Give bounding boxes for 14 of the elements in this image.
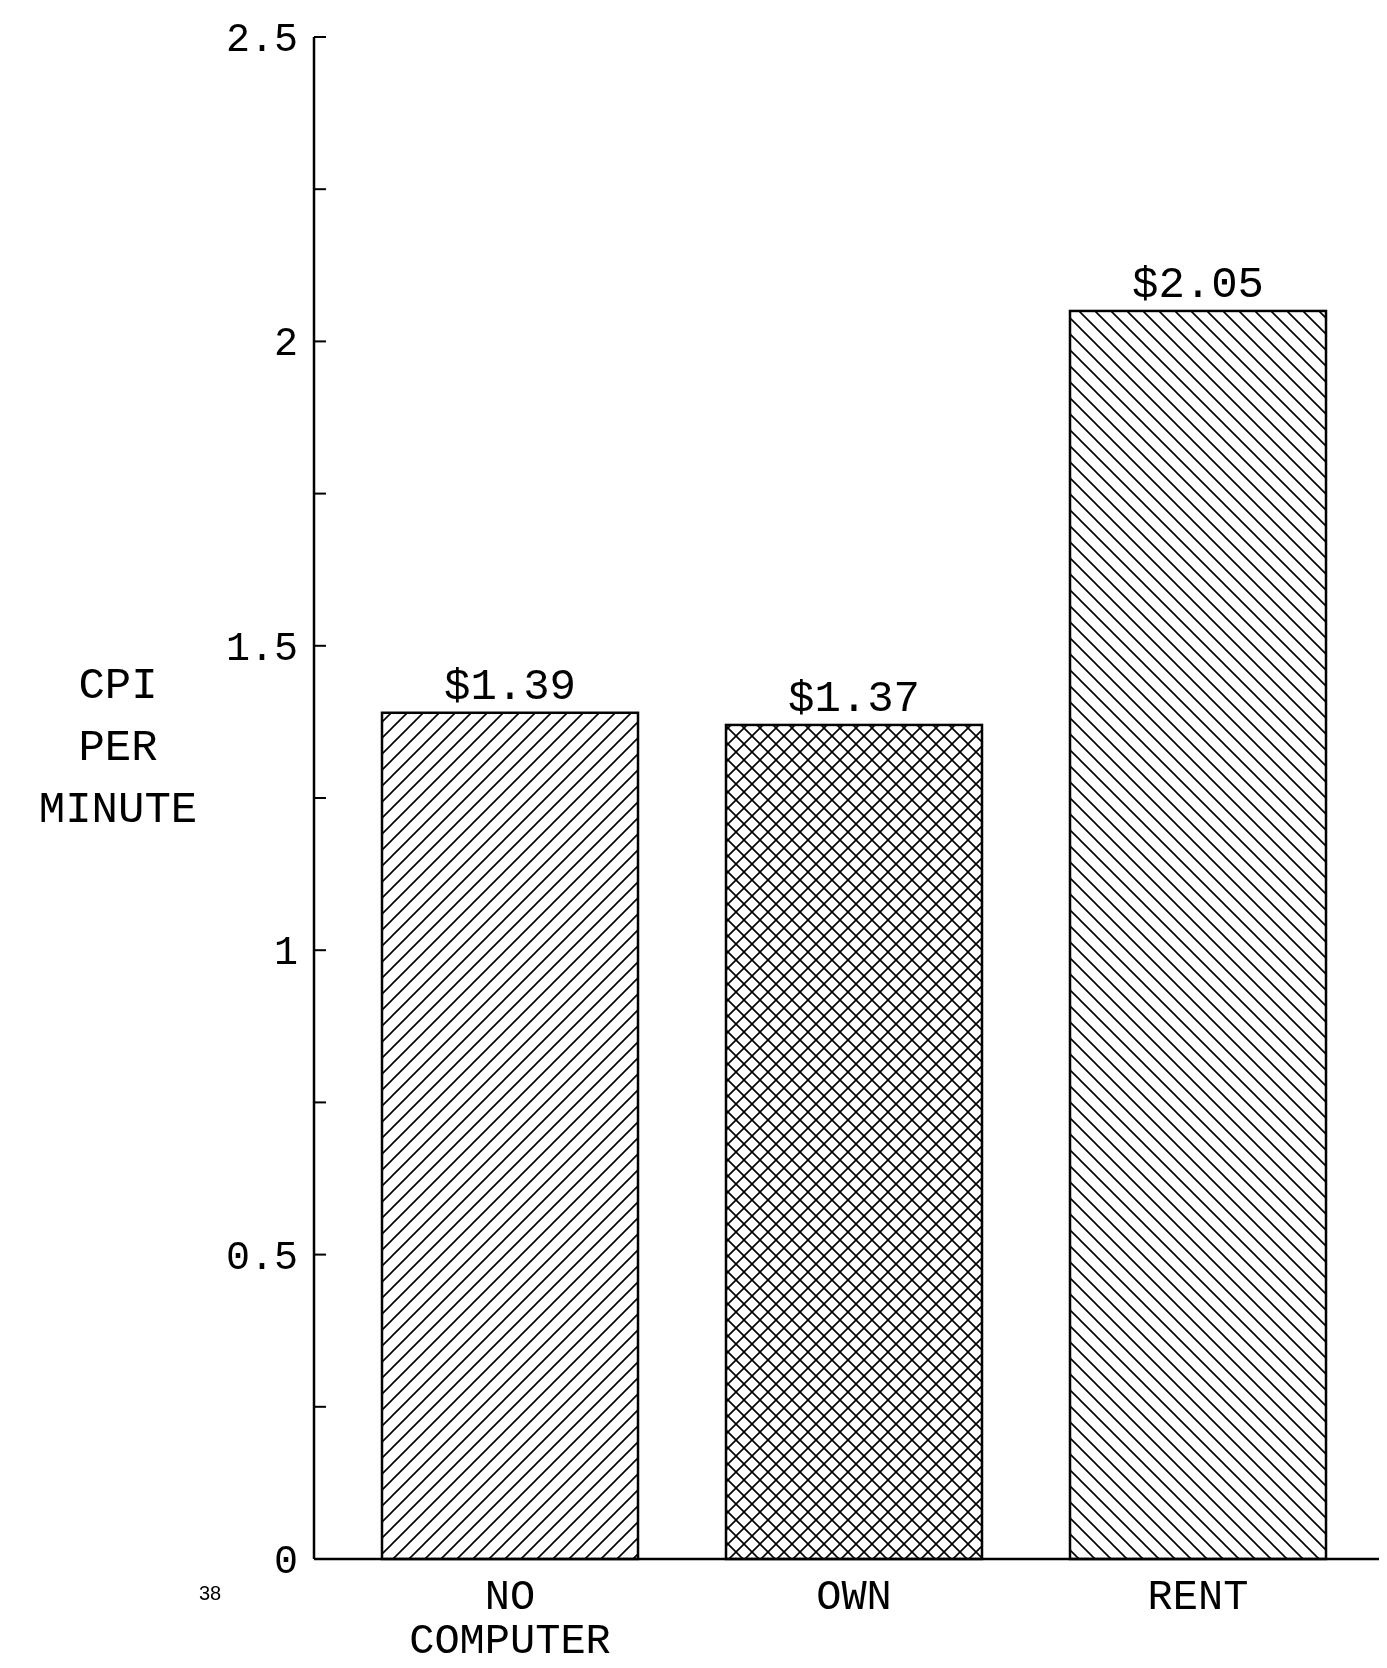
data-label: $2.05 — [1131, 259, 1265, 310]
text: 38 — [198, 1582, 222, 1604]
y-tick-label: 1 — [273, 931, 298, 977]
data-label: $1.37 — [787, 673, 921, 724]
data-label: $1.39 — [443, 661, 577, 712]
y-tick-label: 2.5 — [225, 18, 298, 63]
x-tick-label: OWN — [816, 1574, 892, 1622]
x-tick-label: RENT — [1147, 1574, 1249, 1622]
y-tick-label: 1.5 — [225, 626, 298, 672]
y-axis-title: CPI PER MINUTE — [38, 661, 198, 835]
y-tick-label: 0 — [273, 1540, 298, 1585]
y-tick-label: 0.5 — [225, 1235, 298, 1281]
y-tick-label: 2 — [273, 322, 298, 368]
x-tick-label: NO COMPUTER — [409, 1574, 611, 1666]
